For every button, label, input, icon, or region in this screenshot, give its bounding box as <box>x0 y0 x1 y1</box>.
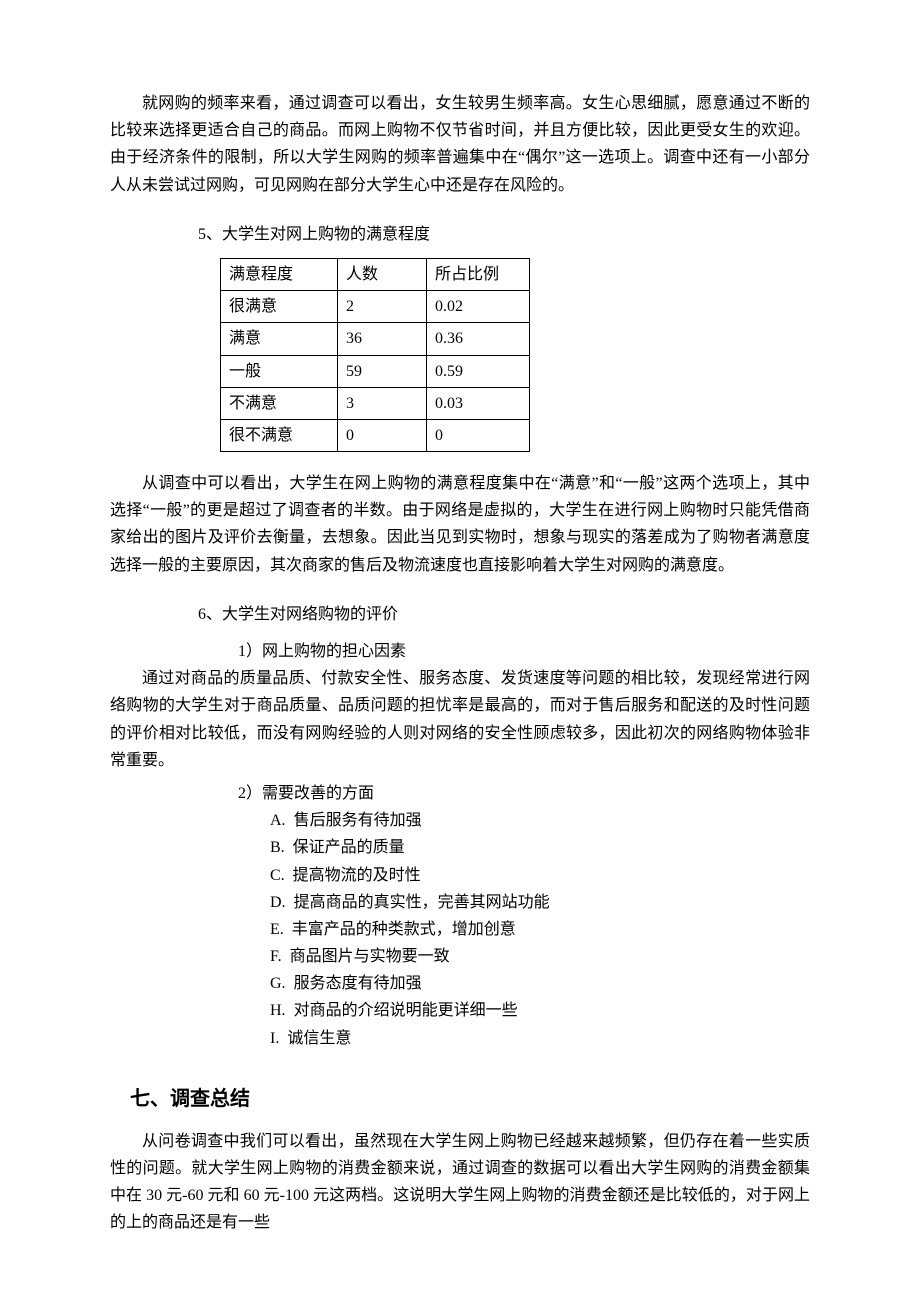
list-item-text: 提高商品的真实性，完善其网站功能 <box>294 894 550 911</box>
list-item-text: 丰富产品的种类款式，增加创意 <box>292 921 516 938</box>
col-header: 满意程度 <box>221 258 338 290</box>
table-header-row: 满意程度 人数 所占比例 <box>221 258 530 290</box>
section-6-1-body: 通过对商品的质量品质、付款安全性、服务态度、发货速度等问题的相比较，发现经常进行… <box>110 665 810 774</box>
list-item: D. 提高商品的真实性，完善其网站功能 <box>110 889 810 916</box>
section-6-title: 6、大学生对网络购物的评价 <box>110 601 810 628</box>
table-row: 很不满意 0 0 <box>221 419 530 451</box>
section-6-1-title: 1）网上购物的担心因素 <box>110 638 810 665</box>
document-page: 就网购的频率来看，通过调查可以看出，女生较男生频率高。女生心思细腻，愿意通过不断… <box>0 0 920 1303</box>
intro-paragraph: 就网购的频率来看，通过调查可以看出，女生较男生频率高。女生心思细腻，愿意通过不断… <box>110 90 810 199</box>
cell: 很不满意 <box>221 419 338 451</box>
cell: 很满意 <box>221 291 338 323</box>
list-item-text: 对商品的介绍说明能更详细一些 <box>294 1002 518 1019</box>
list-item: A. 售后服务有待加强 <box>110 807 810 834</box>
list-item: H. 对商品的介绍说明能更详细一些 <box>110 997 810 1024</box>
table-row: 一般 59 0.59 <box>221 355 530 387</box>
cell: 0 <box>427 419 530 451</box>
cell: 不满意 <box>221 387 338 419</box>
cell: 0.03 <box>427 387 530 419</box>
list-item-text: 售后服务有待加强 <box>294 812 422 829</box>
list-item: F. 商品图片与实物要一致 <box>110 943 810 970</box>
list-item: I. 诚信生意 <box>110 1025 810 1052</box>
cell: 59 <box>338 355 427 387</box>
section-6-2-title: 2）需要改善的方面 <box>110 780 810 807</box>
list-item-text: 保证产品的质量 <box>293 839 405 856</box>
list-item-text: 服务态度有待加强 <box>294 975 422 992</box>
cell: 36 <box>338 323 427 355</box>
cell: 0.02 <box>427 291 530 323</box>
list-item-text: 提高物流的及时性 <box>293 867 421 884</box>
cell: 0 <box>338 419 427 451</box>
summary-paragraph: 从问卷调查中我们可以看出，虽然现在大学生网上购物已经越来越频繁，但仍存在着一些实… <box>110 1128 810 1237</box>
section-5-title: 5、大学生对网上购物的满意程度 <box>110 221 810 248</box>
list-item: B. 保证产品的质量 <box>110 834 810 861</box>
table-row: 很满意 2 0.02 <box>221 291 530 323</box>
section-7-heading: 七、调查总结 <box>130 1082 810 1116</box>
table-row: 不满意 3 0.03 <box>221 387 530 419</box>
cell: 2 <box>338 291 427 323</box>
satisfaction-table: 满意程度 人数 所占比例 很满意 2 0.02 满意 36 0.36 一般 59… <box>220 258 530 452</box>
table-row: 满意 36 0.36 <box>221 323 530 355</box>
cell: 一般 <box>221 355 338 387</box>
list-item: G. 服务态度有待加强 <box>110 970 810 997</box>
col-header: 人数 <box>338 258 427 290</box>
cell: 0.36 <box>427 323 530 355</box>
list-item: E. 丰富产品的种类款式，增加创意 <box>110 916 810 943</box>
cell: 3 <box>338 387 427 419</box>
cell: 0.59 <box>427 355 530 387</box>
list-item-text: 商品图片与实物要一致 <box>290 948 450 965</box>
list-item-text: 诚信生意 <box>287 1030 351 1047</box>
cell: 满意 <box>221 323 338 355</box>
after-table-paragraph: 从调查中可以看出，大学生在网上购物的满意程度集中在“满意”和“一般”这两个选项上… <box>110 470 810 579</box>
col-header: 所占比例 <box>427 258 530 290</box>
list-item: C. 提高物流的及时性 <box>110 862 810 889</box>
